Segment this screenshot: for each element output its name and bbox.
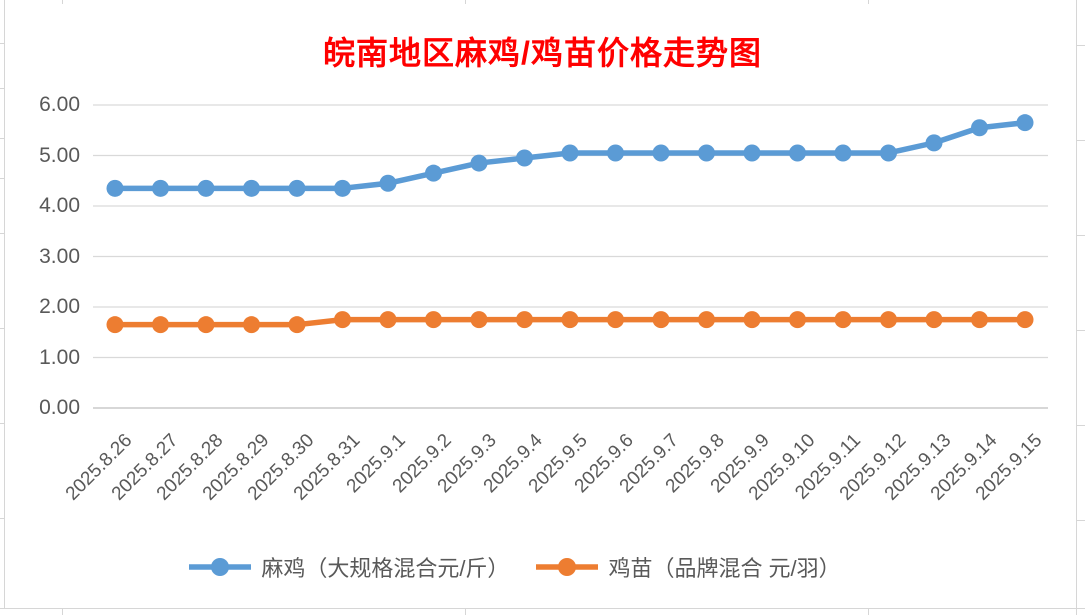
worksheet-gridline-left <box>4 0 5 609</box>
legend-item-jimiao: 鸡苗（品牌混合 元/羽） <box>535 551 841 583</box>
worksheet-gridline-stub <box>1077 425 1085 426</box>
data-point-maji <box>652 144 670 162</box>
y-axis-label: 5.00 <box>39 143 80 167</box>
worksheet-gridline-stub <box>868 0 869 4</box>
legend-label: 鸡苗（品牌混合 元/羽） <box>608 556 841 581</box>
worksheet-gridline-stub <box>0 88 4 89</box>
data-point-maji <box>288 179 306 197</box>
y-axis-label: 0.00 <box>39 396 80 419</box>
data-point-maji <box>698 144 715 162</box>
data-point-maji <box>334 179 351 197</box>
data-point-maji <box>379 174 397 192</box>
data-point-jimiao <box>789 311 806 329</box>
data-point-jimiao <box>334 311 351 329</box>
data-point-jimiao <box>1016 311 1034 329</box>
worksheet-gridline-right <box>1076 0 1077 615</box>
data-point-jimiao <box>516 311 533 329</box>
y-axis-label: 6.00 <box>39 93 80 116</box>
data-point-jimiao <box>925 311 943 329</box>
data-point-maji <box>425 164 442 182</box>
legend-marker-icon <box>536 558 599 576</box>
y-axis-label: 3.00 <box>39 244 80 268</box>
worksheet-gridline-stub <box>0 233 4 234</box>
worksheet-gridline-stub <box>62 0 63 4</box>
data-point-jimiao <box>880 311 897 329</box>
worksheet-gridline-stub <box>0 328 4 329</box>
data-point-jimiao <box>106 316 124 334</box>
data-point-maji <box>834 144 852 162</box>
legend-label: 麻鸡（大规格混合元/斤） <box>261 556 510 581</box>
worksheet-gridline-stub <box>465 0 466 4</box>
worksheet-gridline-stub <box>868 609 869 615</box>
worksheet-gridline-stub <box>0 138 4 139</box>
data-point-maji <box>971 119 988 137</box>
data-point-maji <box>243 179 260 197</box>
chart-legend: 麻鸡（大规格混合元/斤） 鸡苗（品牌混合 元/羽） <box>0 551 1085 583</box>
y-axis-label: 1.00 <box>39 345 80 369</box>
worksheet-gridline-stub <box>465 609 466 615</box>
worksheet-gridline-stub <box>0 423 4 424</box>
worksheet-gridline-stub <box>1077 235 1085 236</box>
data-point-maji <box>470 154 488 172</box>
legend-marker-icon <box>189 558 252 576</box>
data-point-maji <box>607 144 624 162</box>
worksheet-gridline-stub <box>62 609 63 615</box>
data-point-maji <box>152 179 169 197</box>
worksheet-gridline-bottom <box>0 608 1085 609</box>
worksheet-gridline-stub <box>0 518 4 519</box>
data-point-jimiao <box>379 311 397 329</box>
data-point-jimiao <box>971 311 988 329</box>
data-point-maji <box>516 149 533 167</box>
data-point-jimiao <box>243 316 260 334</box>
worksheet-gridline-stub <box>0 178 4 179</box>
worksheet-gridline-stub <box>1077 520 1085 521</box>
data-point-jimiao <box>561 311 579 329</box>
data-point-maji <box>743 144 761 162</box>
worksheet-gridline-stub <box>1077 140 1085 141</box>
legend-item-maji: 麻鸡（大规格混合元/斤） <box>188 551 509 583</box>
data-point-jimiao <box>288 316 306 334</box>
worksheet-gridline-stub <box>0 43 4 44</box>
chart-title: 皖南地区麻鸡/鸡苗价格走势图 <box>323 35 762 71</box>
data-point-maji <box>106 179 124 197</box>
y-axis-label: 4.00 <box>39 194 80 217</box>
data-point-maji <box>561 144 579 162</box>
data-point-jimiao <box>607 311 624 329</box>
data-point-jimiao <box>152 316 169 334</box>
data-point-jimiao <box>652 311 670 329</box>
data-point-jimiao <box>834 311 852 329</box>
data-point-jimiao <box>698 311 715 329</box>
y-axis-label: 2.00 <box>39 295 80 318</box>
worksheet-gridline-stub <box>1077 330 1085 331</box>
data-point-jimiao <box>425 311 442 329</box>
data-point-maji <box>925 134 943 152</box>
data-point-maji <box>880 144 897 162</box>
data-point-jimiao <box>470 311 488 329</box>
worksheet-gridline-stub <box>1077 45 1085 46</box>
data-point-jimiao <box>743 311 761 329</box>
data-point-maji <box>1016 114 1034 132</box>
data-point-maji <box>789 144 806 162</box>
data-point-maji <box>197 179 215 197</box>
data-point-jimiao <box>197 316 215 334</box>
